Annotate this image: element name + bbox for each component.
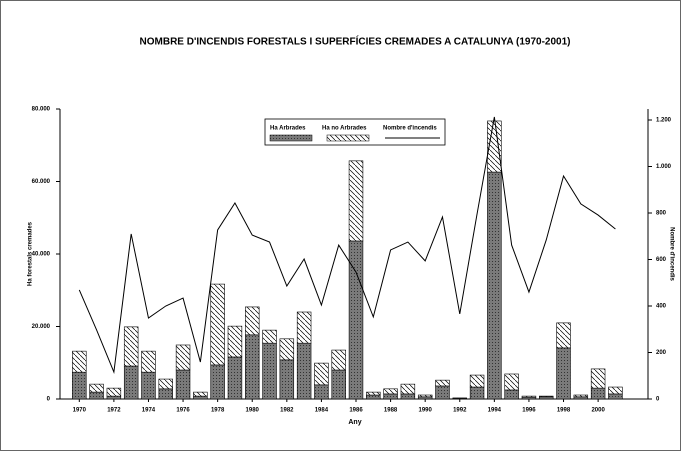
bar: [522, 396, 536, 397]
bar: [418, 395, 432, 397]
bar: [539, 397, 553, 399]
bar: [314, 385, 328, 399]
bar: [228, 357, 242, 399]
bar: [211, 365, 225, 399]
y-tick-label: 40.000: [32, 252, 51, 258]
bar: [245, 307, 259, 335]
x-tick-label: 1972: [107, 408, 121, 414]
y2-tick-label: 600: [656, 257, 667, 263]
x-tick-label: 1992: [453, 408, 467, 414]
bar: [280, 339, 294, 360]
bar: [401, 384, 415, 394]
bar: [366, 392, 380, 395]
legend-swatch: [270, 135, 312, 141]
bar: [297, 312, 311, 343]
y-tick-label: 20.000: [32, 324, 51, 330]
bar: [557, 323, 571, 348]
bar: [245, 335, 259, 399]
chart-title: NOMBRE D'INCENDIS FORESTALS I SUPERFÍCIE…: [140, 35, 571, 48]
bar: [297, 343, 311, 399]
y2-tick-label: 1.200: [656, 118, 672, 124]
x-tick-label: 1978: [211, 408, 225, 414]
legend-label: Ha Arbrades: [270, 126, 306, 132]
bar: [591, 369, 605, 388]
bar: [487, 172, 501, 399]
bar: [228, 326, 242, 357]
bar: [401, 394, 415, 399]
x-tick-label: 1986: [349, 408, 363, 414]
y2-tick-label: 1.000: [656, 164, 672, 170]
bar: [349, 161, 363, 241]
bar: [124, 327, 138, 366]
x-tick-label: 1982: [280, 408, 294, 414]
y2-tick-label: 400: [656, 304, 667, 310]
y2-axis-label: Nombre d'incendis: [668, 227, 674, 281]
bar: [470, 387, 484, 399]
bar: [176, 370, 190, 399]
legend-label: Nombre d'incendis: [383, 126, 437, 132]
x-tick-label: 1990: [418, 408, 432, 414]
bar: [470, 375, 484, 387]
bar: [384, 394, 398, 399]
bar: [90, 384, 104, 392]
bar: [332, 350, 346, 370]
x-tick-label: 1994: [488, 408, 502, 414]
bar: [193, 392, 207, 396]
x-tick-label: 1998: [557, 408, 571, 414]
bar: [72, 372, 86, 399]
bar: [124, 366, 138, 399]
bar: [193, 396, 207, 399]
y2-tick-label: 200: [656, 350, 667, 356]
x-tick-label: 1984: [315, 408, 329, 414]
y2-tick-label: 0: [656, 397, 660, 403]
bar: [505, 390, 519, 399]
bar: [142, 351, 156, 372]
bar: [539, 396, 553, 397]
y2-tick-label: 800: [656, 211, 667, 217]
bar: [280, 360, 294, 399]
legend: Ha Arbrades Ha no Arbrades Nombre d'ince…: [265, 119, 445, 145]
bar: [90, 392, 104, 399]
bar: [176, 345, 190, 370]
bar: [107, 396, 121, 399]
line: [79, 117, 615, 372]
bar: [608, 387, 622, 394]
bar: [436, 380, 450, 386]
x-axis-label: Any: [348, 419, 361, 426]
x-tick-label: 1970: [73, 408, 87, 414]
bar: [574, 395, 588, 397]
bar: [142, 372, 156, 399]
bar: [608, 394, 622, 399]
x-tick-label: 1988: [384, 408, 398, 414]
legend-swatch: [327, 135, 369, 141]
bar: [314, 363, 328, 385]
bar: [107, 388, 121, 396]
bar: [505, 374, 519, 390]
y-tick-label: 0: [47, 397, 51, 403]
bar: [366, 395, 380, 399]
x-tick-label: 1996: [522, 408, 536, 414]
legend-label: Ha no Arbrades: [322, 126, 367, 132]
bar: [557, 348, 571, 399]
bar: [574, 397, 588, 399]
bar: [159, 389, 173, 399]
x-tick-label: 2000: [591, 408, 605, 414]
bar: [332, 370, 346, 399]
y-tick-label: 80.000: [32, 107, 51, 113]
x-tick-label: 1974: [142, 408, 156, 414]
x-tick-label: 1976: [176, 408, 190, 414]
bar: [263, 330, 277, 343]
bar: [211, 284, 225, 365]
y-tick-label: 60.000: [32, 179, 51, 185]
bar: [72, 351, 86, 372]
bar: [591, 388, 605, 399]
bar: [418, 397, 432, 399]
bar: [384, 389, 398, 394]
bar: [436, 386, 450, 399]
bar: [159, 379, 173, 389]
x-tick-label: 1980: [246, 408, 260, 414]
bar: [263, 343, 277, 399]
